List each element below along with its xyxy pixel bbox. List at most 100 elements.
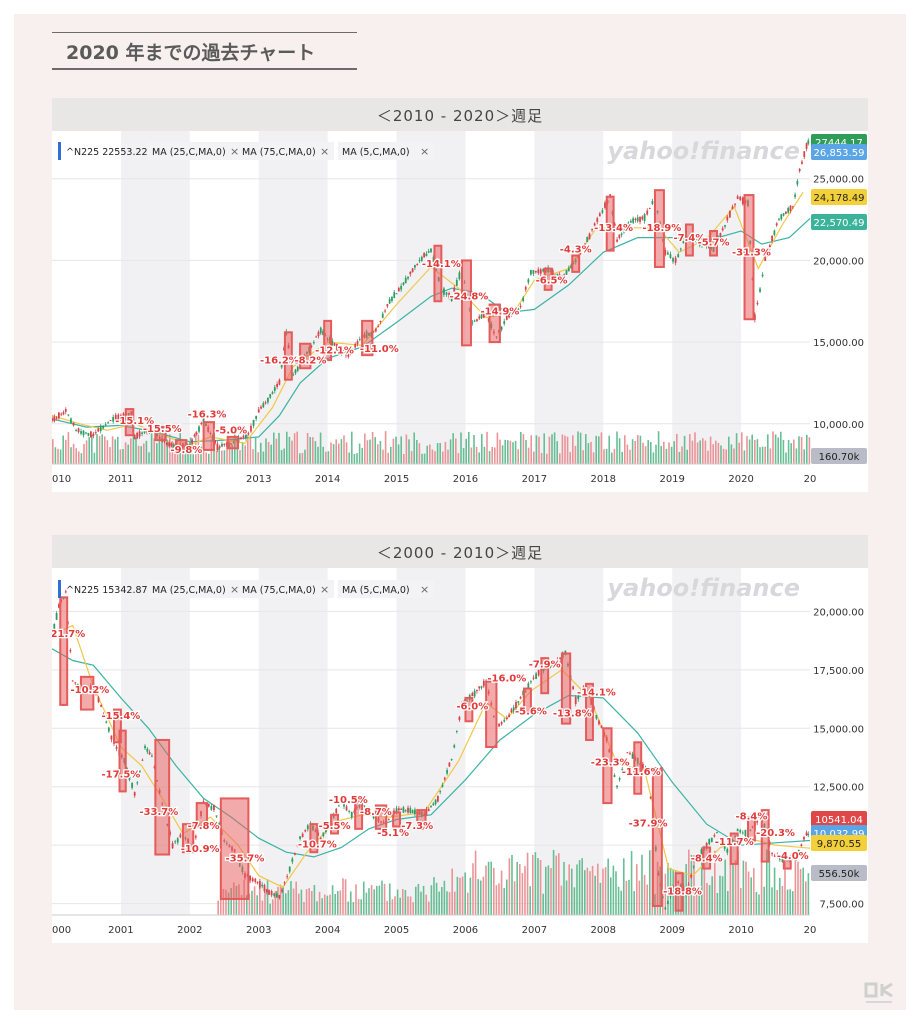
volume-tag [811, 448, 867, 464]
volume-bar [453, 891, 456, 915]
price-tag-label: 10541.04 [815, 815, 863, 826]
candle-body [210, 806, 213, 810]
chart-2000-2010[interactable]: -21.7% -10.2% -15.4% -17.5% -33.7% -7.8% -10.9… [52, 568, 868, 943]
volume-bar [205, 452, 207, 464]
candle-body [273, 893, 276, 896]
candle-body [105, 721, 108, 723]
candle-body [703, 241, 706, 245]
volume-bar [371, 432, 374, 464]
close-icon: × [420, 583, 429, 596]
volume-bar [287, 890, 290, 915]
logo-mark-icon [864, 982, 893, 1003]
candle-body [299, 836, 301, 839]
volume-bar [724, 859, 726, 915]
drawdown-label: -12.1% [315, 346, 354, 357]
candle-body [753, 314, 756, 320]
candle-body [534, 271, 537, 273]
volume-bar [786, 889, 789, 915]
legend-item-bg [238, 580, 334, 598]
candle-body [776, 854, 779, 858]
volume-bar [422, 885, 425, 915]
candle-body [532, 677, 535, 679]
drawdown-box [540, 657, 550, 695]
candle-body [319, 838, 322, 840]
volume-bar [210, 439, 213, 464]
volume-bar [620, 890, 622, 915]
volume-bar [538, 436, 540, 464]
volume-bar [344, 879, 347, 915]
candle-body [450, 297, 453, 301]
candle-body [739, 830, 742, 833]
candle-body [508, 313, 510, 318]
chart-panel-2010-2020: ＜2010 - 2020＞週足 -15.1% -15.5% -9.8% -16.3% -… [52, 98, 868, 492]
volume-bar [342, 878, 344, 915]
candle-body [407, 807, 409, 813]
volume-bar [553, 432, 556, 464]
volume-bar [379, 441, 382, 464]
y-tick-label: 12,500.00 [813, 783, 864, 794]
volume-bar [733, 448, 735, 464]
candle-body [110, 735, 113, 740]
candle-body [109, 420, 112, 422]
volume-bar [708, 885, 711, 915]
volume-bar [347, 901, 349, 915]
drawdown-box [374, 804, 388, 830]
legend-marker [58, 580, 61, 598]
volume-bar [449, 439, 452, 464]
candle-body [76, 684, 79, 689]
volume-bar [414, 886, 417, 915]
volume-bar [408, 439, 410, 464]
volume-bar [530, 435, 532, 464]
volume-bar [310, 891, 313, 915]
volume-bar [166, 439, 168, 464]
volume-tag [811, 865, 867, 881]
x-tick-label: 2006 [453, 925, 478, 936]
drawdown-label: -20.3% [756, 828, 795, 839]
volume-bar [543, 433, 545, 464]
candle-body [616, 239, 618, 242]
volume-bar [332, 444, 335, 464]
drawdown-box [118, 729, 127, 793]
x-tick-label: 2001 [108, 925, 133, 936]
candle-body [723, 843, 726, 849]
volume-bar [277, 886, 279, 915]
candle-body [632, 218, 635, 224]
candle-body [432, 803, 435, 805]
candle-body [85, 432, 87, 434]
volume-bar [182, 445, 184, 464]
volume-bar [504, 439, 506, 464]
year-band [672, 131, 742, 464]
volume-bar [52, 439, 54, 464]
volume-bar [496, 432, 499, 464]
volume-bar [222, 888, 225, 915]
chart-2010-2020[interactable]: -15.1%-15.5%-9.8%-16.3%-5.0%-16.2%-8.2%-… [52, 131, 868, 492]
candle-body [107, 422, 110, 424]
candle-body [278, 895, 281, 899]
volume-bar [322, 446, 324, 464]
volume-bar [716, 892, 719, 915]
volume-bar [387, 452, 389, 464]
candle-body [52, 417, 53, 422]
volume-bar [248, 893, 251, 915]
drawdown-label: -6.5% [536, 275, 568, 286]
x-tick-label: 010 [52, 474, 71, 485]
candle-body [696, 239, 699, 244]
volume-tag-label: 160.70k [819, 452, 860, 463]
candle-body [269, 394, 272, 398]
volume-bar [434, 451, 436, 464]
volume-bar [514, 440, 517, 464]
drawdown-box [433, 244, 443, 303]
drawdown-label: -13.8% [553, 709, 592, 720]
candle-body [736, 196, 739, 199]
volume-bar [638, 880, 641, 915]
drawdown-box [651, 767, 663, 907]
volume-bar [511, 855, 513, 915]
candle-body [115, 746, 118, 749]
volume-bar [626, 444, 629, 464]
candle-body [223, 443, 226, 445]
candle-body [500, 326, 503, 330]
volume-bar [300, 889, 303, 915]
candle-body [443, 288, 445, 295]
candle-body [515, 702, 517, 709]
volume-bar [696, 442, 699, 464]
